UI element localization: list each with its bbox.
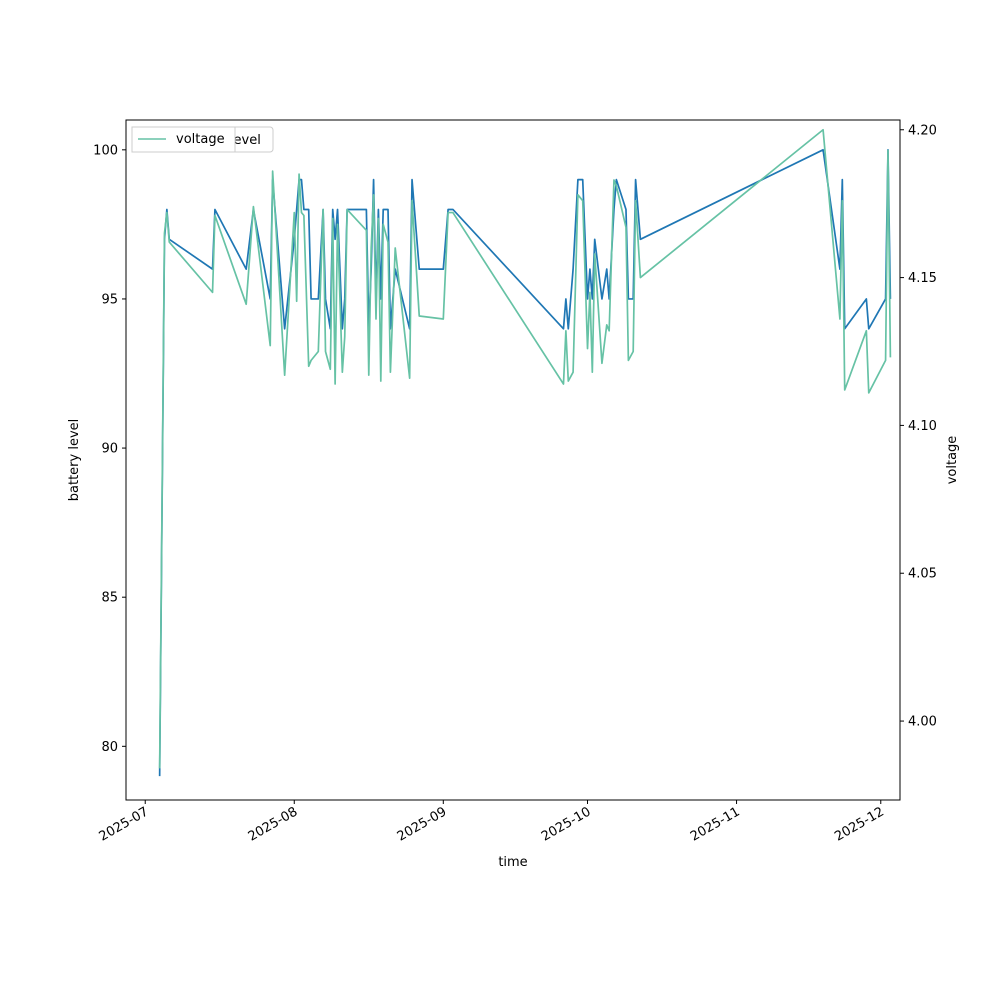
legend-box-overlap (131, 126, 236, 153)
series-layer (158, 128, 892, 777)
x-axis-label: time (498, 855, 527, 870)
y2-tick-label: 4.15 (908, 271, 937, 286)
y-tick-label: 100 (93, 143, 118, 158)
x-tick-label: 2025-10 (539, 804, 594, 844)
legend: battery_level voltage (131, 126, 274, 153)
y-tick-label: 90 (101, 442, 118, 457)
y-axis-left: 80 85 90 95 100 (93, 143, 126, 755)
y-axis-label: battery level (67, 419, 82, 502)
x-tick-label: 2025-08 (246, 804, 301, 844)
y2-axis-label: voltage (945, 436, 960, 485)
y-tick-label: 95 (101, 292, 118, 307)
y-tick-label: 85 (101, 591, 118, 606)
y2-tick-label: 4.00 (908, 715, 937, 730)
y2-tick-label: 4.10 (908, 419, 937, 434)
y-axis-right: 4.00 4.05 4.10 4.15 4.20 (900, 123, 937, 730)
y-tick-label: 80 (101, 740, 118, 755)
x-axis: 2025-07 2025-08 2025-09 2025-10 2025-11 2025-… (97, 800, 887, 845)
x-tick-label: 2025-11 (688, 804, 743, 844)
series-line-battery-level (158, 148, 892, 777)
legend-entry-voltage: voltage (131, 126, 236, 153)
y2-tick-label: 4.20 (908, 123, 937, 138)
x-tick-label: 2025-07 (97, 804, 152, 844)
y2-tick-label: 4.05 (908, 567, 937, 582)
series-line-voltage (158, 128, 892, 769)
legend-label-voltage: voltage (176, 132, 225, 147)
x-tick-label: 2025-12 (832, 804, 887, 844)
x-tick-label: 2025-09 (395, 804, 450, 844)
plot-frame (125, 119, 901, 801)
